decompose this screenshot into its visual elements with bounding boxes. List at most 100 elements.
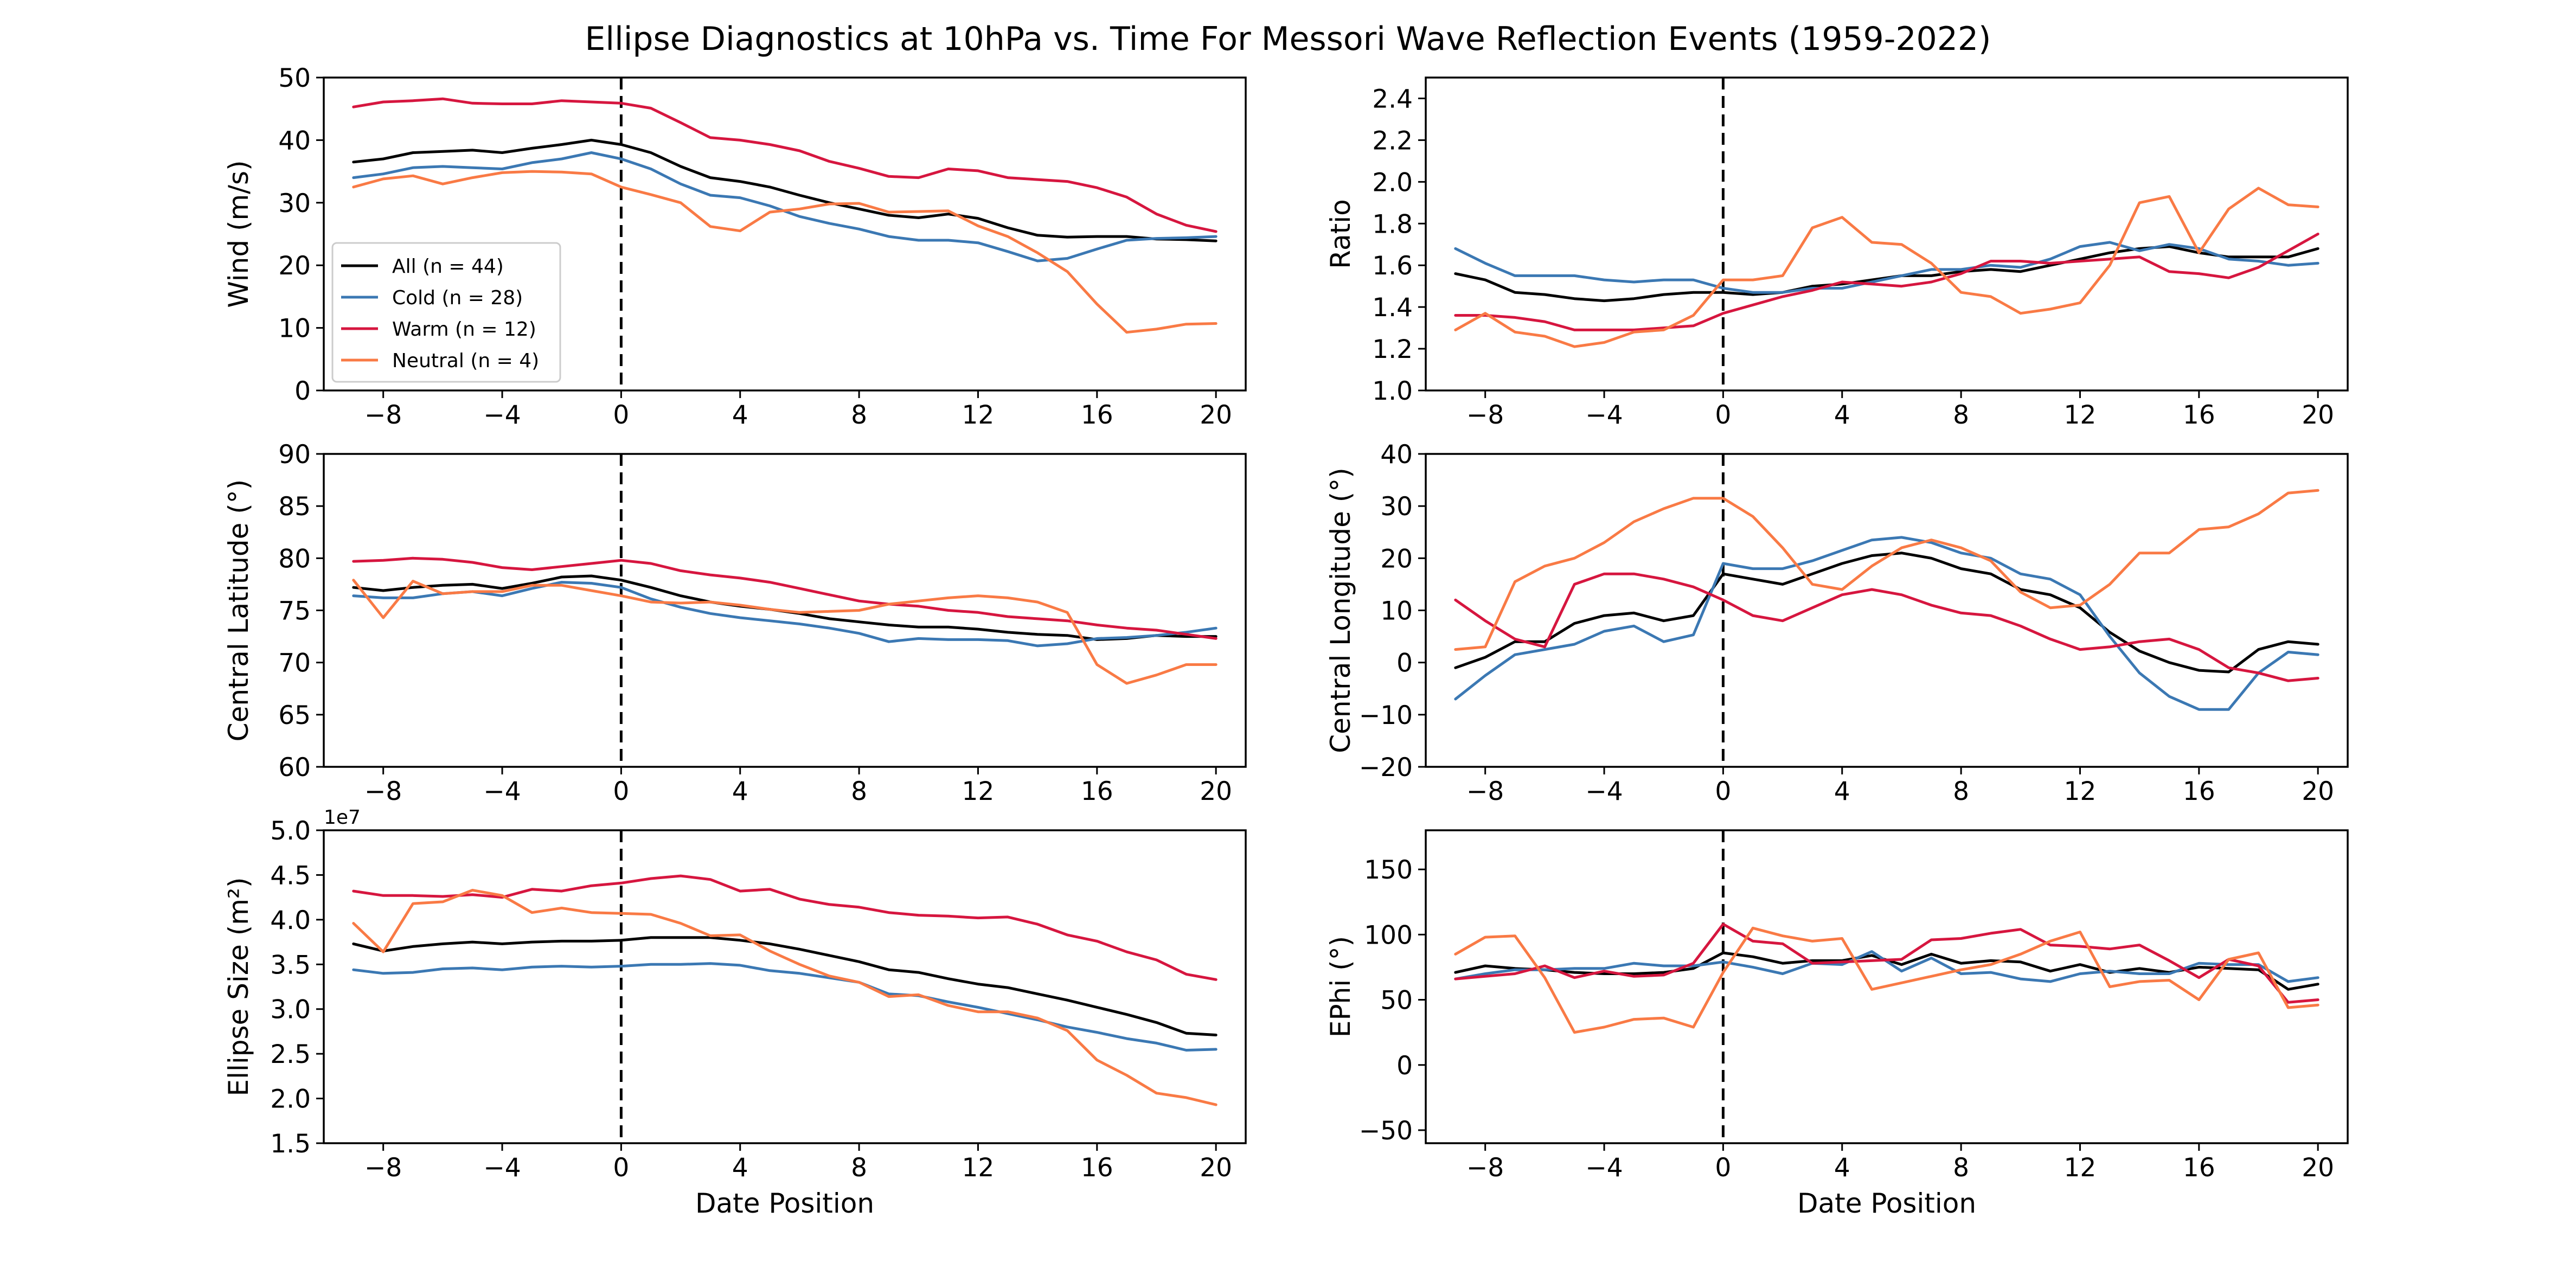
x-tick-label: 4 bbox=[732, 1153, 748, 1183]
x-tick-label: 0 bbox=[1715, 400, 1731, 430]
series-line-cold bbox=[352, 581, 1217, 648]
y-tick-label: 0 bbox=[1396, 649, 1413, 678]
y-tick-label: 4.5 bbox=[270, 861, 311, 890]
y-tick-label: 4.0 bbox=[270, 906, 311, 935]
x-tick-label: 8 bbox=[851, 1153, 867, 1183]
x-axis-label: Date Position bbox=[1797, 1188, 1976, 1219]
y-tick-label: −20 bbox=[1359, 753, 1413, 783]
y-axis-label: EPhi (°) bbox=[1325, 936, 1356, 1037]
y-tick-label: 3.0 bbox=[270, 995, 311, 1025]
series-line-cold bbox=[1454, 536, 2319, 711]
y-tick-label: 2.0 bbox=[1372, 168, 1413, 197]
x-tick-label: −8 bbox=[364, 777, 402, 806]
x-tick-label: 20 bbox=[1200, 400, 1232, 430]
y-tick-label: 75 bbox=[278, 597, 311, 626]
x-tick-label: 16 bbox=[1081, 777, 1113, 806]
y-tick-label: 150 bbox=[1364, 855, 1413, 885]
legend-label-cold: Cold (n = 28) bbox=[392, 287, 523, 309]
y-tick-label: 65 bbox=[278, 701, 311, 730]
series-line-warm bbox=[1454, 922, 2319, 1004]
x-tick-label: −8 bbox=[364, 400, 402, 430]
y-tick-label: 2.0 bbox=[270, 1085, 311, 1114]
series-line-warm bbox=[352, 97, 1217, 233]
x-tick-label: 8 bbox=[851, 777, 867, 806]
series-line-all bbox=[352, 138, 1217, 242]
legend-label-all: All (n = 44) bbox=[392, 255, 504, 278]
x-tick-label: 8 bbox=[1953, 400, 1969, 430]
series-line-all bbox=[352, 936, 1217, 1036]
y-tick-label: 40 bbox=[1380, 440, 1413, 470]
y-tick-label: −10 bbox=[1359, 701, 1413, 730]
legend-frame bbox=[331, 242, 561, 383]
y-tick-label: 70 bbox=[278, 649, 311, 678]
y-tick-label: 50 bbox=[278, 63, 311, 93]
y-axis-label: Ratio bbox=[1325, 199, 1356, 268]
series-group bbox=[1454, 187, 2319, 348]
y-tick-label: 100 bbox=[1364, 920, 1413, 950]
series-group bbox=[352, 97, 1217, 334]
x-tick-label: 20 bbox=[2302, 1153, 2334, 1183]
x-tick-label: 12 bbox=[2064, 400, 2097, 430]
x-tick-label: −8 bbox=[1466, 777, 1504, 806]
x-tick-label: −4 bbox=[1585, 400, 1623, 430]
series-line-neutral bbox=[352, 170, 1217, 334]
y-tick-label: 40 bbox=[278, 126, 311, 156]
x-tick-label: −4 bbox=[483, 400, 521, 430]
x-tick-label: 20 bbox=[1200, 777, 1232, 806]
y-tick-label: 1.6 bbox=[1372, 251, 1413, 281]
x-tick-label: 12 bbox=[2064, 1153, 2097, 1183]
x-tick-label: 0 bbox=[613, 777, 629, 806]
series-line-warm bbox=[1454, 572, 2319, 682]
y-tick-label: 30 bbox=[1380, 492, 1413, 522]
x-tick-label: 8 bbox=[851, 400, 867, 430]
x-tick-label: 16 bbox=[1081, 1153, 1113, 1183]
x-tick-label: 16 bbox=[2183, 777, 2215, 806]
x-tick-label: 20 bbox=[1200, 1153, 1232, 1183]
x-tick-label: −4 bbox=[483, 777, 521, 806]
axes-frame bbox=[323, 829, 1247, 1144]
figure-title: Ellipse Diagnostics at 10hPa vs. Time Fo… bbox=[585, 20, 1991, 58]
series-line-neutral bbox=[352, 889, 1217, 1106]
x-tick-label: 0 bbox=[613, 400, 629, 430]
x-tick-label: 12 bbox=[962, 1153, 995, 1183]
y-tick-label: 85 bbox=[278, 492, 311, 522]
x-tick-label: 8 bbox=[1953, 777, 1969, 806]
y-offset-text: 1e7 bbox=[324, 806, 361, 829]
y-tick-label: 0 bbox=[1396, 1051, 1413, 1081]
x-tick-label: 16 bbox=[2183, 1153, 2215, 1183]
y-tick-label: 2.2 bbox=[1372, 126, 1413, 156]
legend-label-neutral: Neutral (n = 4) bbox=[392, 350, 539, 372]
x-tick-label: 4 bbox=[732, 777, 748, 806]
subplot-2: −8 −4 0 4 8 12 16 20 1.0 1.2 1.4 1.6 1.8 2.0 2.2 2.4 Rat… bbox=[1325, 76, 2349, 430]
series-line-cold bbox=[1454, 950, 2319, 983]
x-tick-label: −4 bbox=[483, 1153, 521, 1183]
x-tick-label: 4 bbox=[1834, 400, 1850, 430]
series-group bbox=[352, 874, 1217, 1106]
x-tick-label: 4 bbox=[1834, 1153, 1850, 1183]
y-tick-label: 50 bbox=[1380, 986, 1413, 1016]
x-tick-label: 16 bbox=[2183, 400, 2215, 430]
series-group bbox=[1454, 489, 2319, 711]
x-tick-label: 8 bbox=[1953, 1153, 1969, 1183]
x-tick-label: 20 bbox=[2302, 400, 2334, 430]
series-line-neutral bbox=[1454, 489, 2319, 651]
series-line-cold bbox=[1454, 241, 2319, 294]
y-tick-label: 20 bbox=[1380, 544, 1413, 574]
y-tick-label: 60 bbox=[278, 753, 311, 783]
series-line-warm bbox=[352, 874, 1217, 981]
x-tick-label: −4 bbox=[1585, 1153, 1623, 1183]
y-axis-label: Wind (m/s) bbox=[223, 160, 254, 307]
series-line-neutral bbox=[352, 579, 1217, 685]
x-tick-label: −8 bbox=[1466, 1153, 1504, 1183]
x-tick-label: 12 bbox=[962, 400, 995, 430]
y-tick-label: 30 bbox=[278, 189, 311, 219]
series-line-all bbox=[1454, 552, 2319, 674]
axes-frame bbox=[1425, 76, 2349, 392]
x-tick-label: 0 bbox=[1715, 777, 1731, 806]
y-tick-label: 1.8 bbox=[1372, 209, 1413, 239]
y-tick-label: 1.5 bbox=[270, 1129, 311, 1159]
x-tick-label: −4 bbox=[1585, 777, 1623, 806]
x-tick-label: −8 bbox=[364, 1153, 402, 1183]
x-tick-label: 4 bbox=[732, 400, 748, 430]
y-tick-label: 90 bbox=[278, 440, 311, 470]
